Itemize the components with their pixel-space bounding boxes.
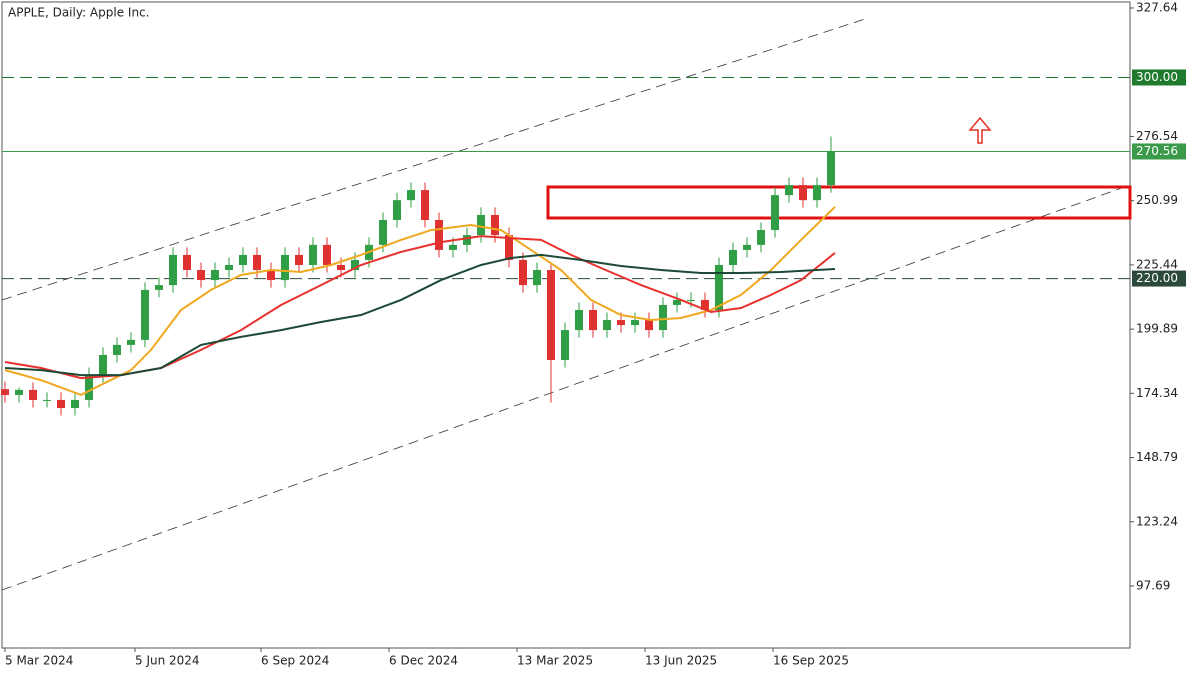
candle-body [757, 230, 765, 245]
moving-average [4, 206, 836, 396]
candle-body [407, 190, 415, 201]
channel-lower [1, 184, 1131, 591]
candle-body [211, 270, 219, 281]
candle-body [267, 270, 275, 281]
candle-body [57, 399, 65, 409]
candle-body [771, 195, 779, 231]
level-label-box [1132, 270, 1186, 287]
candle-body [547, 270, 555, 361]
candle-body [351, 259, 359, 271]
candle-body [113, 344, 121, 355]
up-arrow [968, 116, 992, 144]
y-tick-label: 327.64 [1136, 1, 1178, 15]
candle-body [687, 299, 695, 301]
candle-body [645, 320, 653, 331]
x-tick-label: 5 Jun 2024 [135, 654, 200, 668]
candle-body [141, 289, 149, 340]
candle-body [421, 190, 429, 220]
candle-body [197, 270, 205, 281]
price-label: 270.56 [1136, 144, 1178, 158]
y-tick-label: 148.79 [1136, 450, 1178, 464]
channel [1, 17, 1131, 591]
channel-upper [1, 17, 869, 301]
candle-body [659, 304, 667, 331]
candle-body [169, 254, 177, 286]
candle-body [183, 254, 191, 271]
x-tick-label: 5 Mar 2024 [5, 654, 73, 668]
candle-body [533, 270, 541, 286]
candle-body [813, 185, 821, 201]
candle-body [155, 285, 163, 290]
candle-body [575, 309, 583, 331]
candle-body [449, 244, 457, 250]
y-tick-label: 225.44 [1136, 257, 1178, 271]
price-label-box [1132, 143, 1186, 160]
candle-body [715, 264, 723, 310]
candle-body [491, 214, 499, 236]
candle-body [631, 320, 639, 326]
plot-frame [1, 1, 1131, 649]
x-tick-label: 6 Sep 2024 [261, 654, 329, 668]
x-tick-label: 6 Dec 2024 [389, 654, 458, 668]
candle-body [729, 249, 737, 265]
candle-body [43, 399, 51, 401]
x-tick-label: 16 Sep 2025 [773, 654, 849, 668]
candle-body [393, 200, 401, 220]
candle-body [379, 219, 387, 245]
resistance-zone [546, 185, 1132, 220]
candle-body [1, 389, 9, 395]
candle-body [561, 330, 569, 361]
candle-body [589, 309, 597, 331]
y-tick-label: 199.89 [1136, 322, 1178, 336]
candle-body [673, 299, 681, 305]
candle-body [785, 185, 793, 196]
candle-body [281, 254, 289, 281]
level-label-box [1132, 69, 1186, 86]
candle-body [323, 244, 331, 265]
level-label: 220.00 [1136, 271, 1178, 285]
candle-body [799, 185, 807, 201]
candle-body [253, 254, 261, 271]
chart-title: APPLE, Daily: Apple Inc. [8, 6, 149, 20]
level-label: 300.00 [1136, 70, 1178, 84]
y-tick-label: 123.24 [1136, 514, 1178, 528]
y-tick-label: 276.54 [1136, 129, 1178, 143]
candle-body [99, 354, 107, 376]
candle-body [127, 339, 135, 345]
moving-average [4, 253, 836, 377]
candle-body [85, 375, 93, 400]
candle-body [519, 259, 527, 286]
plot-layer: 327.64 276.54 250.99 225.44 199.89 174.34 148.… [1, 1, 1186, 668]
candle-body [701, 299, 709, 310]
candle-body [463, 235, 471, 245]
candle-body [743, 244, 751, 250]
y-tick-label: 97.69 [1136, 578, 1170, 592]
candle-body [477, 214, 485, 236]
candle-body [15, 389, 23, 395]
candle-body [225, 264, 233, 271]
candle-body [337, 264, 345, 271]
y-tick-label: 250.99 [1136, 193, 1178, 207]
candle-body [29, 389, 37, 400]
candle-body [295, 254, 303, 265]
candle-body [827, 151, 835, 186]
candle-body [309, 244, 317, 265]
y-tick-label: 174.34 [1136, 386, 1178, 400]
x-tick-label: 13 Jun 2025 [645, 654, 717, 668]
candle-body [239, 254, 247, 265]
candle-body [617, 320, 625, 326]
candle-body [603, 320, 611, 331]
candle-body [71, 399, 79, 409]
candle-body [505, 235, 513, 260]
x-tick-label: 13 Mar 2025 [517, 654, 593, 668]
candle-body [435, 219, 443, 250]
